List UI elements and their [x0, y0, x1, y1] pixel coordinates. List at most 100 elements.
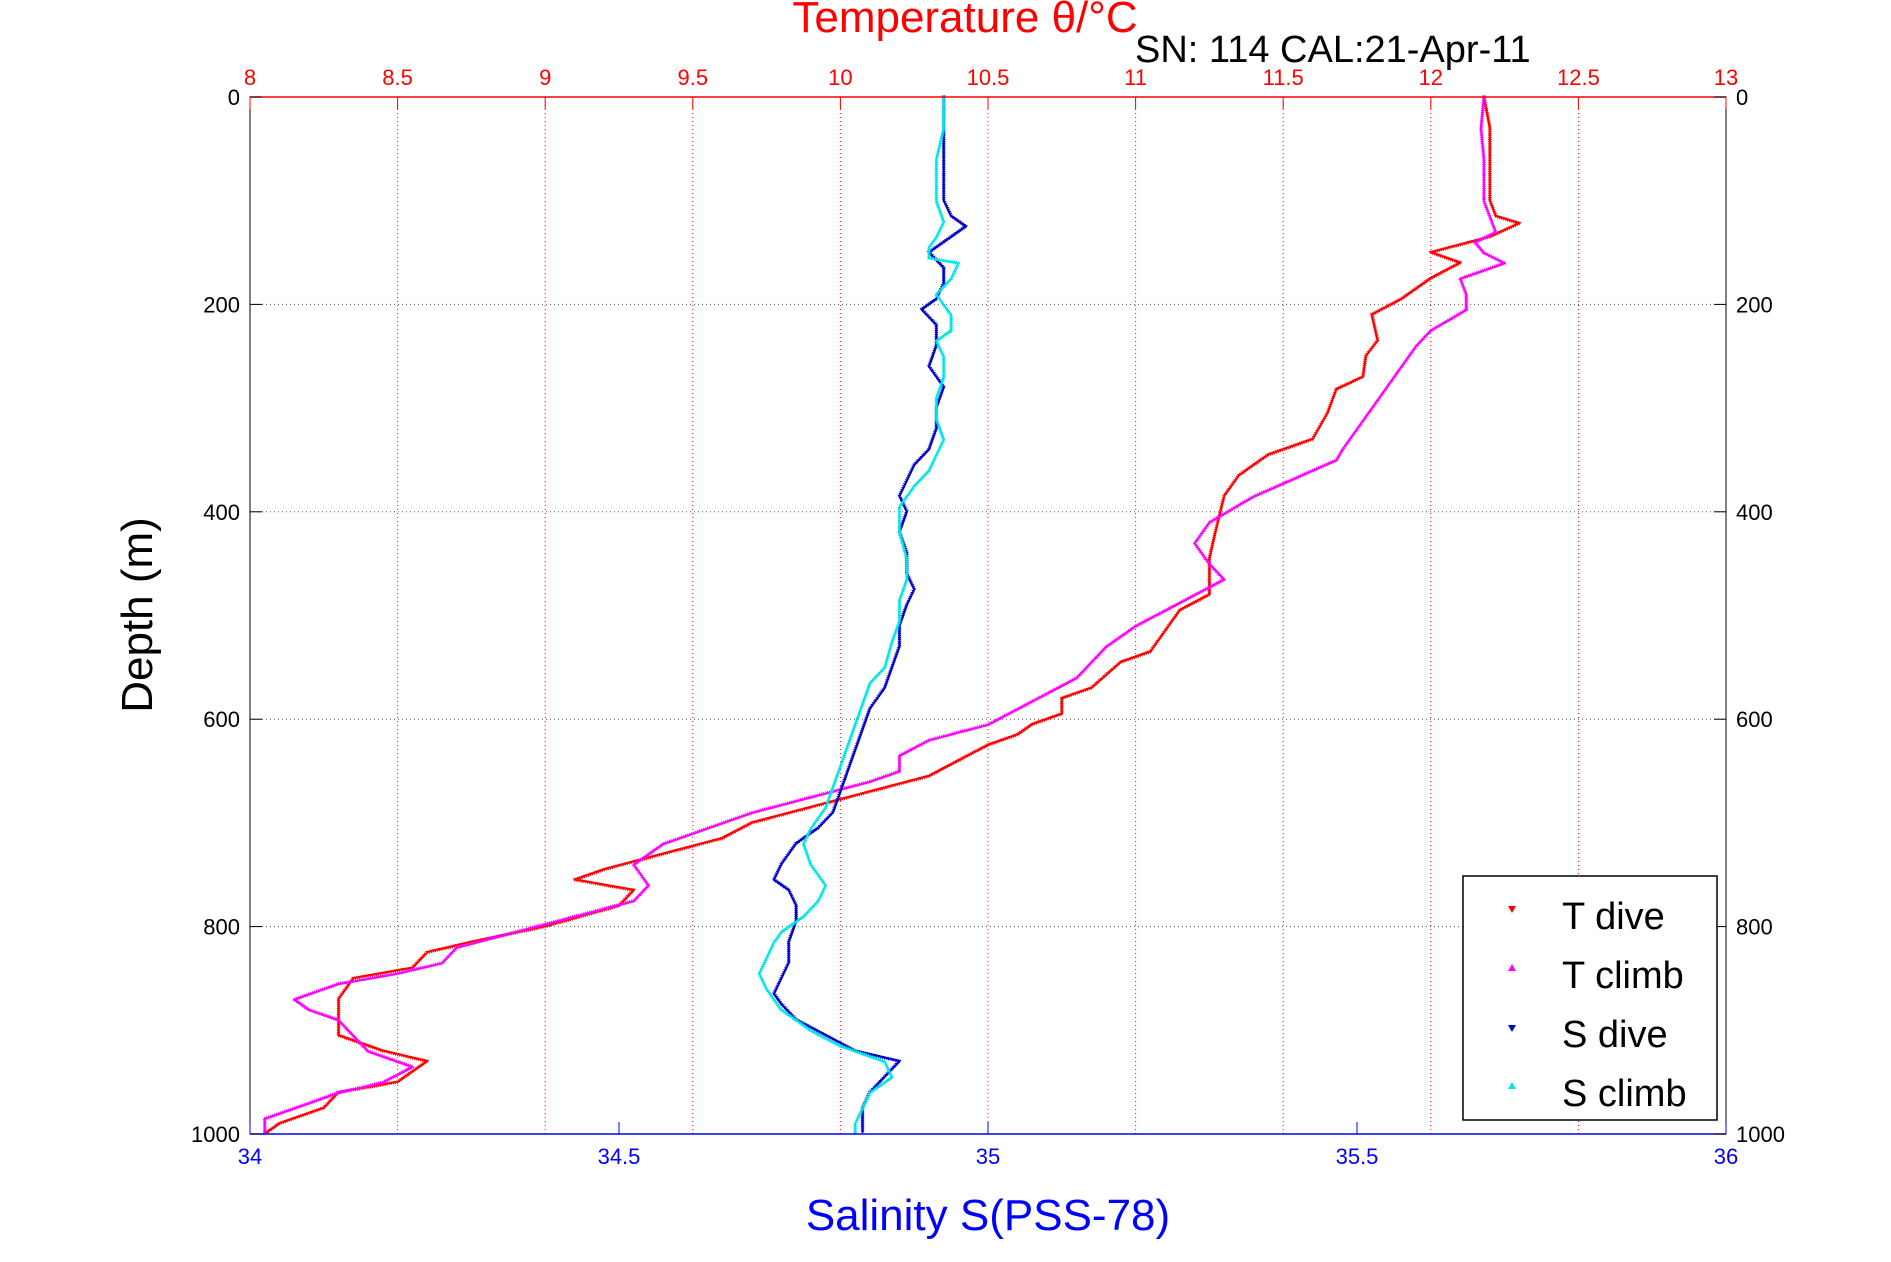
data-point-s-climb	[949, 320, 954, 325]
data-point-t-dive	[1487, 159, 1492, 164]
data-point-s-dive	[942, 201, 947, 205]
data-point-t-climb	[1479, 119, 1484, 124]
data-point-s-dive	[825, 1034, 830, 1039]
data-point-t-dive	[1212, 533, 1217, 537]
data-point-t-dive	[1487, 199, 1492, 203]
data-point-t-climb	[262, 1120, 267, 1124]
data-point-s-climb	[887, 649, 892, 653]
data-point-t-dive	[982, 745, 987, 750]
data-point-t-dive	[971, 751, 976, 755]
data-point-s-climb	[904, 566, 909, 571]
data-point-t-dive	[1192, 601, 1197, 605]
data-point-s-dive	[897, 636, 902, 641]
data-point-t-dive	[1261, 456, 1266, 461]
data-point-s-dive	[795, 840, 800, 845]
data-point-t-dive	[1378, 308, 1383, 312]
data-point-s-climb	[941, 126, 946, 130]
data-point-s-dive	[788, 892, 793, 897]
data-point-t-dive	[1487, 164, 1492, 168]
data-point-s-dive	[812, 1028, 817, 1032]
data-point-s-climb	[934, 168, 939, 172]
data-point-s-dive	[941, 387, 946, 392]
data-point-s-dive	[930, 436, 935, 441]
data-point-t-dive	[936, 769, 941, 774]
data-point-s-dive	[816, 1030, 821, 1034]
data-point-s-dive	[933, 346, 938, 350]
data-point-s-dive	[903, 508, 908, 512]
data-point-s-dive	[901, 519, 906, 524]
data-point-s-dive	[888, 669, 893, 674]
data-point-s-climb	[940, 132, 945, 136]
data-point-s-dive	[891, 662, 896, 666]
data-point-t-dive	[1491, 208, 1496, 213]
data-point-s-dive	[843, 777, 848, 781]
data-point-s-climb	[897, 600, 902, 604]
data-point-t-climb	[262, 1126, 267, 1130]
data-point-t-dive	[399, 1078, 404, 1082]
data-point-s-dive	[843, 1044, 848, 1049]
data-point-s-dive	[838, 1041, 843, 1046]
data-point-t-dive	[1211, 539, 1216, 543]
data-point-t-climb	[897, 765, 902, 769]
data-point-t-dive	[336, 997, 341, 1002]
data-point-t-dive	[1243, 469, 1248, 473]
tick-label-top: 8.5	[382, 65, 413, 90]
data-point-s-dive	[786, 940, 791, 945]
data-point-s-climb	[941, 124, 946, 128]
data-point-s-dive	[938, 395, 943, 399]
data-point-s-climb	[897, 515, 902, 519]
series-layer	[262, 95, 1522, 1135]
data-point-t-dive	[406, 1073, 411, 1077]
legend-box	[1462, 875, 1718, 1121]
chart-subtitle: SN: 114 CAL:21-Apr-11	[1135, 29, 1531, 71]
data-point-t-dive	[1331, 395, 1336, 400]
data-point-t-dive	[1497, 231, 1502, 235]
data-point-s-climb	[853, 1127, 858, 1132]
data-point-s-dive	[944, 205, 949, 209]
data-point-s-climb	[904, 570, 909, 575]
data-point-t-dive	[1361, 369, 1366, 373]
data-point-t-dive	[400, 1076, 405, 1081]
data-point-s-dive	[899, 490, 904, 495]
data-point-s-climb	[934, 170, 939, 174]
data-point-s-dive	[807, 1025, 812, 1029]
data-point-s-dive	[948, 212, 953, 217]
data-point-t-dive	[938, 768, 943, 773]
data-point-t-climb	[1480, 113, 1485, 118]
data-point-s-dive	[941, 385, 946, 390]
data-point-t-dive	[1370, 317, 1375, 321]
data-point-s-dive	[786, 953, 791, 957]
data-point-t-dive	[967, 753, 972, 757]
data-point-s-dive	[902, 485, 907, 489]
data-point-t-dive	[952, 761, 957, 765]
data-point-t-climb	[897, 753, 902, 757]
data-point-s-climb	[903, 550, 908, 554]
data-point-t-dive	[744, 824, 749, 828]
data-point-t-dive	[1360, 375, 1365, 379]
data-point-t-dive	[1493, 212, 1498, 217]
data-point-t-dive	[954, 760, 959, 764]
tick-label-top: 10	[828, 65, 852, 90]
data-point-t-dive	[1362, 367, 1367, 371]
data-point-t-dive	[1250, 464, 1255, 468]
data-point-s-climb	[934, 404, 939, 408]
data-point-t-dive	[1361, 373, 1366, 377]
data-point-s-dive	[928, 444, 933, 448]
data-point-t-dive	[1221, 496, 1226, 501]
data-point-s-climb	[853, 1125, 858, 1130]
data-point-s-dive	[851, 754, 856, 758]
data-point-s-dive	[853, 748, 858, 753]
data-point-s-dive	[837, 792, 842, 796]
data-point-t-dive	[1511, 224, 1516, 229]
data-point-s-dive	[834, 801, 839, 806]
data-point-t-dive	[1336, 387, 1341, 391]
series-t-dive	[264, 95, 1522, 1135]
data-point-s-dive	[783, 969, 788, 973]
data-point-s-dive	[864, 716, 869, 721]
data-point-s-dive	[932, 432, 937, 437]
data-point-s-climb	[934, 187, 939, 192]
data-point-t-dive	[1456, 262, 1461, 266]
data-point-s-dive	[777, 980, 782, 985]
data-point-s-dive	[941, 181, 946, 186]
data-point-t-dive	[1370, 315, 1375, 319]
